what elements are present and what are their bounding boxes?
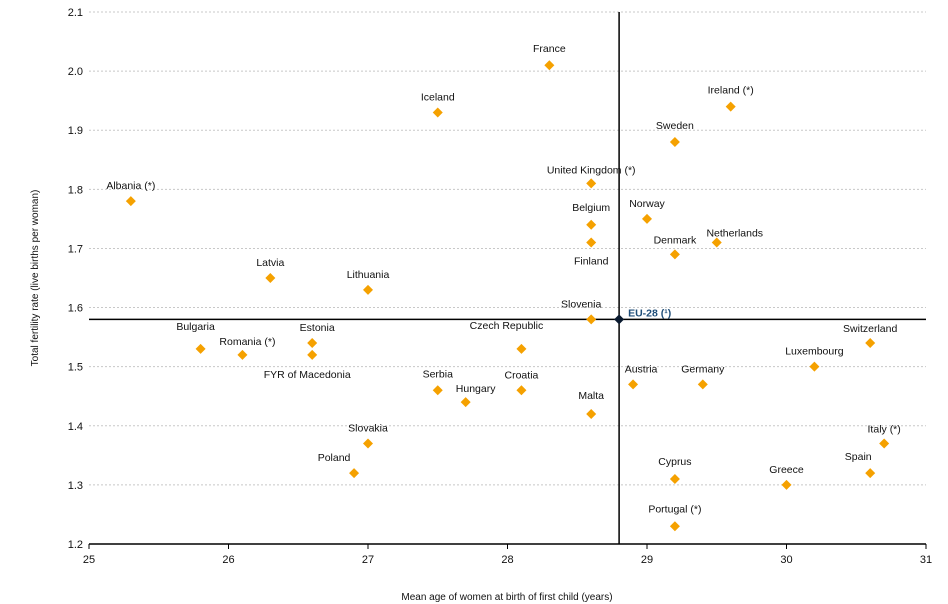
y-tick-label: 1.5 (68, 362, 83, 374)
data-point-sweden (669, 137, 680, 148)
point-label-serbia: Serbia (423, 368, 454, 380)
data-point-united-kingdom (586, 178, 597, 189)
y-tick-label: 1.8 (68, 184, 83, 196)
data-point-croatia (516, 385, 527, 396)
data-point-norway (642, 213, 652, 224)
point-label-netherlands: Netherlands (706, 228, 763, 240)
point-label-cyprus: Cyprus (658, 456, 691, 468)
point-label-switzerland: Switzerland (843, 323, 897, 335)
x-tick-label: 30 (780, 554, 792, 566)
x-tick-label: 26 (222, 554, 234, 566)
eu-reference-marker (614, 314, 625, 325)
point-label-italy: Italy (*) (868, 424, 901, 436)
data-point-albania (125, 196, 136, 207)
y-tick-label: 1.4 (68, 421, 83, 433)
point-label-iceland: Iceland (421, 91, 455, 103)
data-point-fyr-of-macedonia (307, 349, 318, 360)
point-label-croatia: Croatia (505, 369, 539, 381)
data-point-poland (349, 468, 360, 479)
data-point-slovakia (363, 438, 373, 449)
data-point-austria (628, 379, 639, 390)
x-axis-title: Mean age of women at birth of first chil… (401, 592, 612, 603)
x-tick-label: 27 (362, 554, 374, 566)
point-label-sweden: Sweden (656, 120, 694, 132)
point-label-slovakia: Slovakia (348, 423, 388, 435)
data-point-germany (697, 379, 708, 390)
point-label-malta: Malta (578, 390, 604, 402)
point-label-lithuania: Lithuania (347, 269, 390, 281)
y-axis-ticks: 1.2 1.3 1.4 1.5 1.6 1.7 1.8 1.9 2.0 2.1 (68, 7, 83, 551)
point-label-bulgaria: Bulgaria (176, 321, 215, 333)
data-point-belgium (586, 219, 597, 230)
x-tick-label: 28 (501, 554, 513, 566)
gridlines (89, 11, 926, 486)
point-labels: France Iceland Ireland (*) Sweden United Kin… (106, 43, 900, 515)
reference-lines: EU-28 (¹) (89, 12, 926, 544)
point-label-belgium: Belgium (572, 202, 610, 214)
y-tick-label: 1.7 (68, 243, 83, 255)
point-label-greece: Greece (769, 464, 804, 476)
data-point-romania (237, 349, 248, 360)
data-point-portugal (669, 521, 680, 532)
data-point-italy (879, 438, 890, 449)
point-label-denmark: Denmark (654, 234, 697, 246)
data-point-latvia (265, 273, 276, 283)
data-point-iceland (432, 107, 443, 118)
x-tick-label: 29 (641, 554, 653, 566)
point-label-hungary: Hungary (456, 383, 496, 395)
y-tick-label: 1.9 (68, 125, 83, 137)
x-tick-label: 25 (83, 554, 95, 566)
data-point-slovenia (586, 314, 597, 325)
data-point-serbia (432, 385, 443, 396)
y-tick-label: 1.3 (68, 480, 83, 492)
data-points (125, 60, 890, 532)
point-label-portugal: Portugal (*) (648, 503, 701, 515)
point-label-latvia: Latvia (256, 257, 284, 269)
point-label-fyr-of-macedonia: FYR of Macedonia (264, 369, 351, 381)
data-point-cyprus (669, 473, 680, 484)
data-point-hungary (460, 397, 471, 408)
y-axis-title: Total fertility rate (live births per wo… (30, 190, 41, 367)
data-point-spain (865, 468, 876, 479)
point-label-austria: Austria (625, 363, 658, 375)
data-point-estonia (307, 338, 318, 349)
y-tick-label: 2.0 (68, 66, 83, 78)
data-point-ireland (725, 101, 736, 112)
point-label-luxembourg: Luxembourg (785, 346, 844, 358)
data-point-finland (586, 237, 597, 248)
data-point-greece (781, 479, 792, 490)
point-label-slovenia: Slovenia (561, 298, 601, 310)
data-point-malta (586, 408, 597, 419)
data-point-switzerland (865, 338, 876, 349)
data-point-denmark (669, 249, 680, 260)
point-label-albania: Albania (*) (106, 180, 155, 192)
point-label-finland: Finland (574, 256, 609, 268)
point-label-estonia: Estonia (300, 322, 335, 334)
data-point-lithuania (363, 284, 373, 295)
point-label-ireland: Ireland (*) (708, 85, 754, 97)
data-point-luxembourg (809, 361, 820, 372)
point-label-romania: Romania (*) (219, 336, 275, 348)
eu-reference-label: EU-28 (¹) (628, 307, 671, 319)
point-label-poland: Poland (318, 452, 351, 464)
data-point-france (544, 60, 555, 71)
data-point-czech-republic (516, 343, 527, 354)
x-axis-ticks: 25 26 27 28 29 30 31 (83, 544, 932, 566)
point-label-germany: Germany (681, 363, 725, 375)
point-label-france: France (533, 43, 566, 55)
x-tick-label: 31 (920, 554, 932, 566)
y-tick-label: 1.6 (68, 303, 83, 315)
point-label-united-kingdom: United Kingdom (*) (547, 164, 636, 176)
data-point-bulgaria (195, 343, 206, 354)
data-point-netherlands (711, 237, 722, 248)
point-label-spain: Spain (845, 451, 872, 463)
y-tick-label: 2.1 (68, 7, 83, 19)
point-label-norway: Norway (629, 198, 665, 210)
y-tick-label: 1.2 (68, 539, 83, 551)
point-label-czech-republic: Czech Republic (470, 320, 544, 332)
